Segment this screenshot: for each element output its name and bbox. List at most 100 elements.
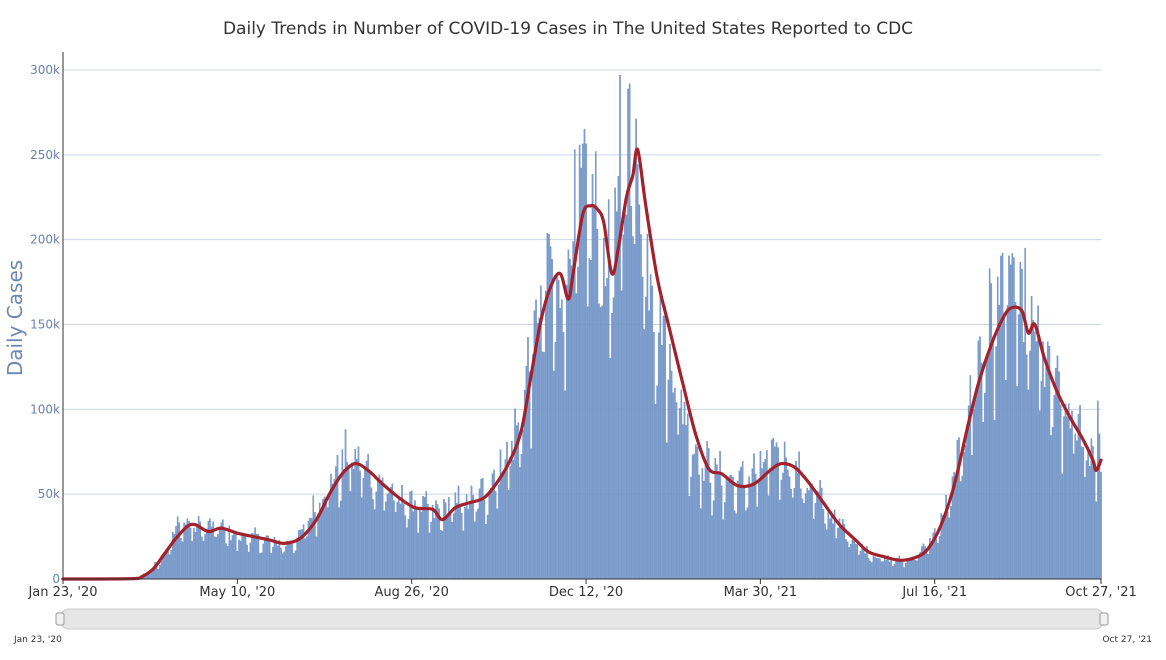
daily-case-bar[interactable] <box>168 554 171 580</box>
daily-case-bar[interactable] <box>239 540 242 580</box>
daily-case-bar[interactable] <box>360 497 363 580</box>
daily-case-bar[interactable] <box>541 351 544 580</box>
daily-case-bar[interactable] <box>603 237 605 580</box>
daily-case-bar[interactable] <box>323 496 326 580</box>
daily-case-bar[interactable] <box>598 303 600 580</box>
daily-case-bar[interactable] <box>753 453 755 580</box>
daily-case-bar[interactable] <box>682 424 684 580</box>
daily-case-bar[interactable] <box>228 525 231 580</box>
daily-case-bar[interactable] <box>785 457 788 580</box>
daily-case-bar[interactable] <box>675 402 678 580</box>
daily-case-bar[interactable] <box>1022 342 1025 580</box>
daily-case-bar[interactable] <box>398 496 400 580</box>
daily-case-bar[interactable] <box>743 486 746 580</box>
daily-case-bar[interactable] <box>937 543 939 580</box>
daily-case-bar[interactable] <box>619 74 621 580</box>
daily-case-bar[interactable] <box>1058 371 1060 580</box>
daily-case-bar[interactable] <box>890 558 892 580</box>
daily-case-bar[interactable] <box>1029 350 1031 580</box>
daily-case-bar[interactable] <box>1061 473 1064 580</box>
daily-case-bar[interactable] <box>943 515 946 580</box>
daily-case-bar[interactable] <box>590 260 592 580</box>
daily-case-bar[interactable] <box>967 405 970 580</box>
daily-case-bar[interactable] <box>695 444 697 580</box>
daily-case-bar[interactable] <box>927 553 930 580</box>
daily-case-bar[interactable] <box>728 475 731 580</box>
daily-case-bar[interactable] <box>745 510 747 580</box>
daily-case-bar[interactable] <box>514 408 516 580</box>
daily-case-bar[interactable] <box>302 524 305 580</box>
daily-case-bar[interactable] <box>748 476 750 580</box>
daily-case-bar[interactable] <box>561 299 563 580</box>
daily-case-bar[interactable] <box>511 440 513 580</box>
daily-case-bar[interactable] <box>653 331 655 580</box>
daily-case-bar[interactable] <box>364 465 366 580</box>
daily-case-bar[interactable] <box>1095 501 1097 580</box>
daily-case-bar[interactable] <box>735 513 737 580</box>
daily-case-bar[interactable] <box>1030 296 1033 580</box>
daily-case-bar[interactable] <box>620 290 623 580</box>
daily-case-bar[interactable] <box>328 494 331 580</box>
daily-case-bar[interactable] <box>724 502 726 580</box>
daily-case-bar[interactable] <box>281 553 284 580</box>
daily-case-bar[interactable] <box>167 548 169 580</box>
daily-case-bar[interactable] <box>522 429 524 580</box>
daily-case-bar[interactable] <box>336 455 339 580</box>
daily-case-bar[interactable] <box>1016 386 1018 580</box>
daily-case-bar[interactable] <box>730 475 733 580</box>
daily-case-bar[interactable] <box>380 480 382 580</box>
daily-case-bar[interactable] <box>1034 331 1036 580</box>
daily-case-bar[interactable] <box>462 530 465 580</box>
daily-case-bar[interactable] <box>895 561 897 580</box>
daily-case-bar[interactable] <box>176 516 179 580</box>
daily-case-bar[interactable] <box>1074 433 1077 580</box>
daily-case-bar[interactable] <box>285 546 287 580</box>
daily-case-bar[interactable] <box>909 559 912 580</box>
daily-case-bar[interactable] <box>481 478 484 580</box>
daily-case-bar[interactable] <box>420 511 423 580</box>
daily-case-bar[interactable] <box>835 538 838 580</box>
daily-case-bar[interactable] <box>1097 400 1099 580</box>
daily-case-bar[interactable] <box>780 479 783 580</box>
daily-case-bar[interactable] <box>1006 305 1009 580</box>
daily-case-bar[interactable] <box>338 507 340 580</box>
daily-case-bar[interactable] <box>278 540 281 580</box>
daily-case-bar[interactable] <box>562 331 565 580</box>
daily-case-bar[interactable] <box>443 499 445 580</box>
daily-case-bar[interactable] <box>1088 466 1091 580</box>
daily-case-bar[interactable] <box>291 544 294 580</box>
daily-case-bar[interactable] <box>483 500 486 580</box>
daily-case-bar[interactable] <box>362 478 365 580</box>
daily-case-bar[interactable] <box>1048 345 1051 580</box>
daily-case-bar[interactable] <box>903 567 905 580</box>
daily-case-bar[interactable] <box>181 541 184 580</box>
daily-case-bar[interactable] <box>1026 354 1028 580</box>
daily-case-bar[interactable] <box>223 529 226 580</box>
daily-case-bar[interactable] <box>546 233 549 580</box>
daily-case-bar[interactable] <box>811 483 813 580</box>
daily-case-bar[interactable] <box>690 476 692 580</box>
daily-case-bar[interactable] <box>775 442 778 580</box>
daily-case-bar[interactable] <box>202 540 205 580</box>
daily-case-bar[interactable] <box>494 491 497 580</box>
daily-case-bar[interactable] <box>528 371 531 580</box>
daily-case-bar[interactable] <box>356 459 358 580</box>
seven-day-average-line[interactable] <box>61 147 1103 581</box>
daily-case-bar[interactable] <box>388 492 390 580</box>
daily-case-bar[interactable] <box>191 541 193 580</box>
daily-case-bar[interactable] <box>591 174 594 580</box>
daily-case-bar[interactable] <box>688 496 691 580</box>
daily-case-bar[interactable] <box>698 474 700 580</box>
daily-case-bar[interactable] <box>385 501 387 580</box>
daily-case-bar[interactable] <box>461 512 463 580</box>
daily-case-bar[interactable] <box>280 547 282 580</box>
daily-case-bar[interactable] <box>351 462 353 580</box>
daily-case-bar[interactable] <box>972 409 975 580</box>
daily-case-bar[interactable] <box>916 560 918 580</box>
daily-case-bar[interactable] <box>761 468 763 580</box>
daily-case-bar[interactable] <box>215 537 218 580</box>
daily-case-bar[interactable] <box>832 523 834 580</box>
daily-case-bar[interactable] <box>804 493 807 580</box>
daily-case-bar[interactable] <box>586 306 589 580</box>
daily-case-bar[interactable] <box>720 485 723 580</box>
